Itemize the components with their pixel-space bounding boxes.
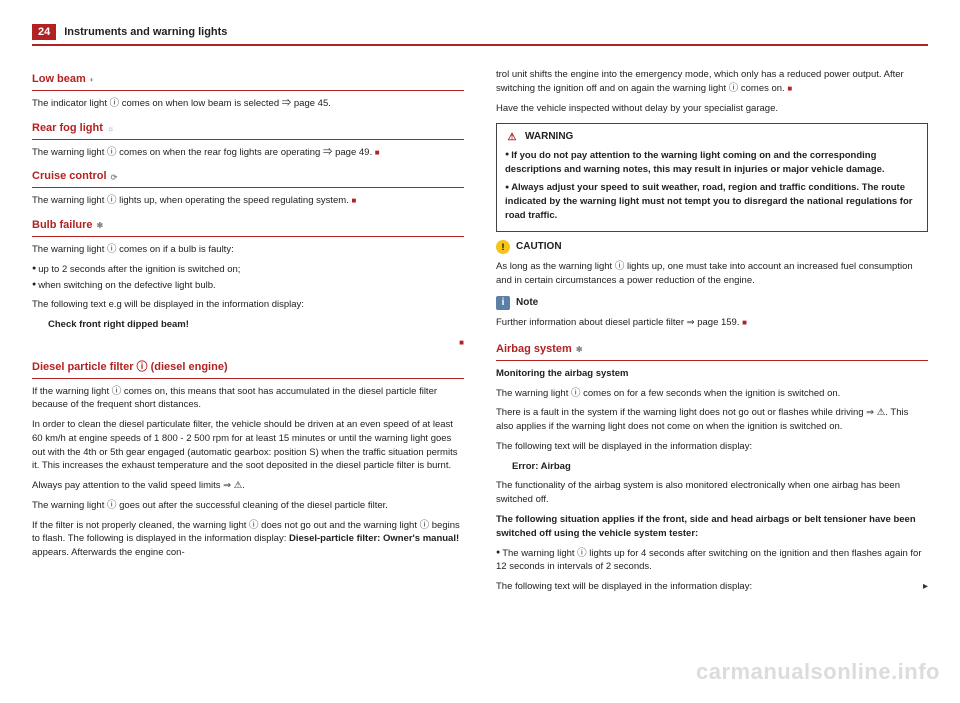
cruise-icon: ⟳ xyxy=(111,172,118,184)
bulb-line2: The following text e.g will be displayed… xyxy=(32,298,464,312)
bulb-b1: up to 2 seconds after the ignition is sw… xyxy=(32,263,464,277)
warning-b1: If you do not pay attention to the warni… xyxy=(505,149,919,177)
rear-fog-title: Rear fog light xyxy=(32,121,103,137)
continue-mark: ▸ xyxy=(923,580,928,595)
airbag-p1: The warning light ⓘ comes on for a few s… xyxy=(496,387,928,401)
end-mark-icon: ■ xyxy=(742,318,747,327)
low-beam-title: Low beam xyxy=(32,72,86,88)
left-column: Low beam ◐ The indicator light ⓘ comes o… xyxy=(32,62,464,600)
caution-header: ! CAUTION xyxy=(496,240,928,255)
cruise-text: The warning light ⓘ lights up, when oper… xyxy=(32,194,464,208)
end-mark-icon: ■ xyxy=(352,196,357,205)
end-mark-icon: ■ xyxy=(459,338,464,347)
bulb-icon: ✱ xyxy=(97,220,104,232)
dpf-p5b: Diesel-particle filter: Owner's manual! xyxy=(289,533,459,544)
content-columns: Low beam ◐ The indicator light ⓘ comes o… xyxy=(32,62,928,600)
airbag-title: Airbag system xyxy=(496,342,572,358)
section-rear-fog: Rear fog light ☼ xyxy=(32,121,464,140)
caution-icon: ! xyxy=(496,240,510,254)
airbag-p6-span: The following text will be displayed in … xyxy=(496,581,752,592)
airbag-p3: The following text will be displayed in … xyxy=(496,440,928,454)
bulb-display: Check front right dipped beam! xyxy=(48,318,464,332)
dpf-p5: If the filter is not properly cleaned, t… xyxy=(32,519,464,560)
page-number: 24 xyxy=(32,24,56,40)
airbag-icon: ✱ xyxy=(576,344,583,356)
watermark: carmanualsonline.info xyxy=(696,659,940,685)
rear-fog-icon: ☼ xyxy=(107,123,114,135)
caution-text: As long as the warning light ⓘ lights up… xyxy=(496,260,928,288)
bulb-intro: The warning light ⓘ comes on if a bulb i… xyxy=(32,243,464,257)
section-low-beam: Low beam ◐ xyxy=(32,72,464,91)
dpf-p1: If the warning light ⓘ comes on, this me… xyxy=(32,385,464,413)
end-mark-icon: ■ xyxy=(787,84,792,93)
note-header: i Note xyxy=(496,296,928,311)
low-beam-icon: ◐ xyxy=(90,74,95,86)
cruise-title: Cruise control xyxy=(32,169,107,185)
rear-fog-text: The warning light ⓘ comes on when the re… xyxy=(32,146,464,160)
airbag-p2: There is a fault in the system if the wa… xyxy=(496,406,928,434)
warning-icon: ⚠ xyxy=(505,131,519,145)
cont-text: trol unit shifts the engine into the eme… xyxy=(496,68,928,96)
warning-header: ⚠ WARNING xyxy=(505,130,919,145)
section-airbag: Airbag system ✱ xyxy=(496,342,928,361)
section-cruise: Cruise control ⟳ xyxy=(32,169,464,188)
header-title: Instruments and warning lights xyxy=(64,26,227,38)
section-bulb: Bulb failure ✱ xyxy=(32,218,464,237)
bulb-b2: when switching on the defective light bu… xyxy=(32,279,464,293)
airbag-display1: Error: Airbag xyxy=(512,460,928,474)
airbag-sub: Monitoring the airbag system xyxy=(496,367,928,381)
warning-box: ⚠ WARNING If you do not pay attention to… xyxy=(496,123,928,231)
airbag-p5: The following situation applies if the f… xyxy=(496,513,928,541)
caution-title: CAUTION xyxy=(516,240,562,255)
inspect-text: Have the vehicle inspected without delay… xyxy=(496,102,928,116)
bulb-title: Bulb failure xyxy=(32,218,93,234)
bulb-end: ■ xyxy=(32,336,464,350)
section-dpf: Diesel particle filter ⓘ (diesel engine) xyxy=(32,360,464,379)
cruise-text-span: The warning light ⓘ lights up, when oper… xyxy=(32,195,349,206)
dpf-p4: The warning light ⓘ goes out after the s… xyxy=(32,499,464,513)
dpf-p2: In order to clean the diesel particulate… xyxy=(32,418,464,473)
page-header: 24 Instruments and warning lights xyxy=(32,24,928,46)
note-text: Further information about diesel particl… xyxy=(496,316,928,330)
right-column: trol unit shifts the engine into the eme… xyxy=(496,62,928,600)
cont-span: trol unit shifts the engine into the eme… xyxy=(496,69,904,94)
note-text-span: Further information about diesel particl… xyxy=(496,317,739,328)
dpf-title: Diesel particle filter ⓘ (diesel engine) xyxy=(32,360,228,376)
dpf-p5c: appears. Afterwards the engine con- xyxy=(32,547,185,558)
dpf-p3: Always pay attention to the valid speed … xyxy=(32,479,464,493)
warning-b2: Always adjust your speed to suit weather… xyxy=(505,181,919,222)
low-beam-text: The indicator light ⓘ comes on when low … xyxy=(32,97,464,111)
warning-title: WARNING xyxy=(525,130,573,145)
rear-fog-text-span: The warning light ⓘ comes on when the re… xyxy=(32,147,372,158)
end-mark-icon: ■ xyxy=(375,148,380,157)
note-title: Note xyxy=(516,296,538,311)
airbag-p6: The following text will be displayed in … xyxy=(496,580,928,594)
airbag-p4: The functionality of the airbag system i… xyxy=(496,479,928,507)
airbag-b1: The warning light ⓘ lights up for 4 seco… xyxy=(496,547,928,575)
note-icon: i xyxy=(496,296,510,310)
